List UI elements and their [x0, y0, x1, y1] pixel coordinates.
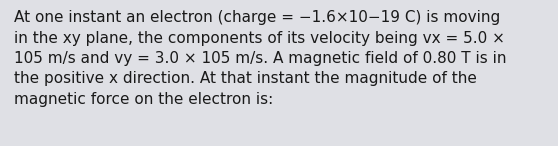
- Text: At one instant an electron (charge = −1.6×10−19 C) is moving
in the xy plane, th: At one instant an electron (charge = −1.…: [14, 10, 507, 107]
